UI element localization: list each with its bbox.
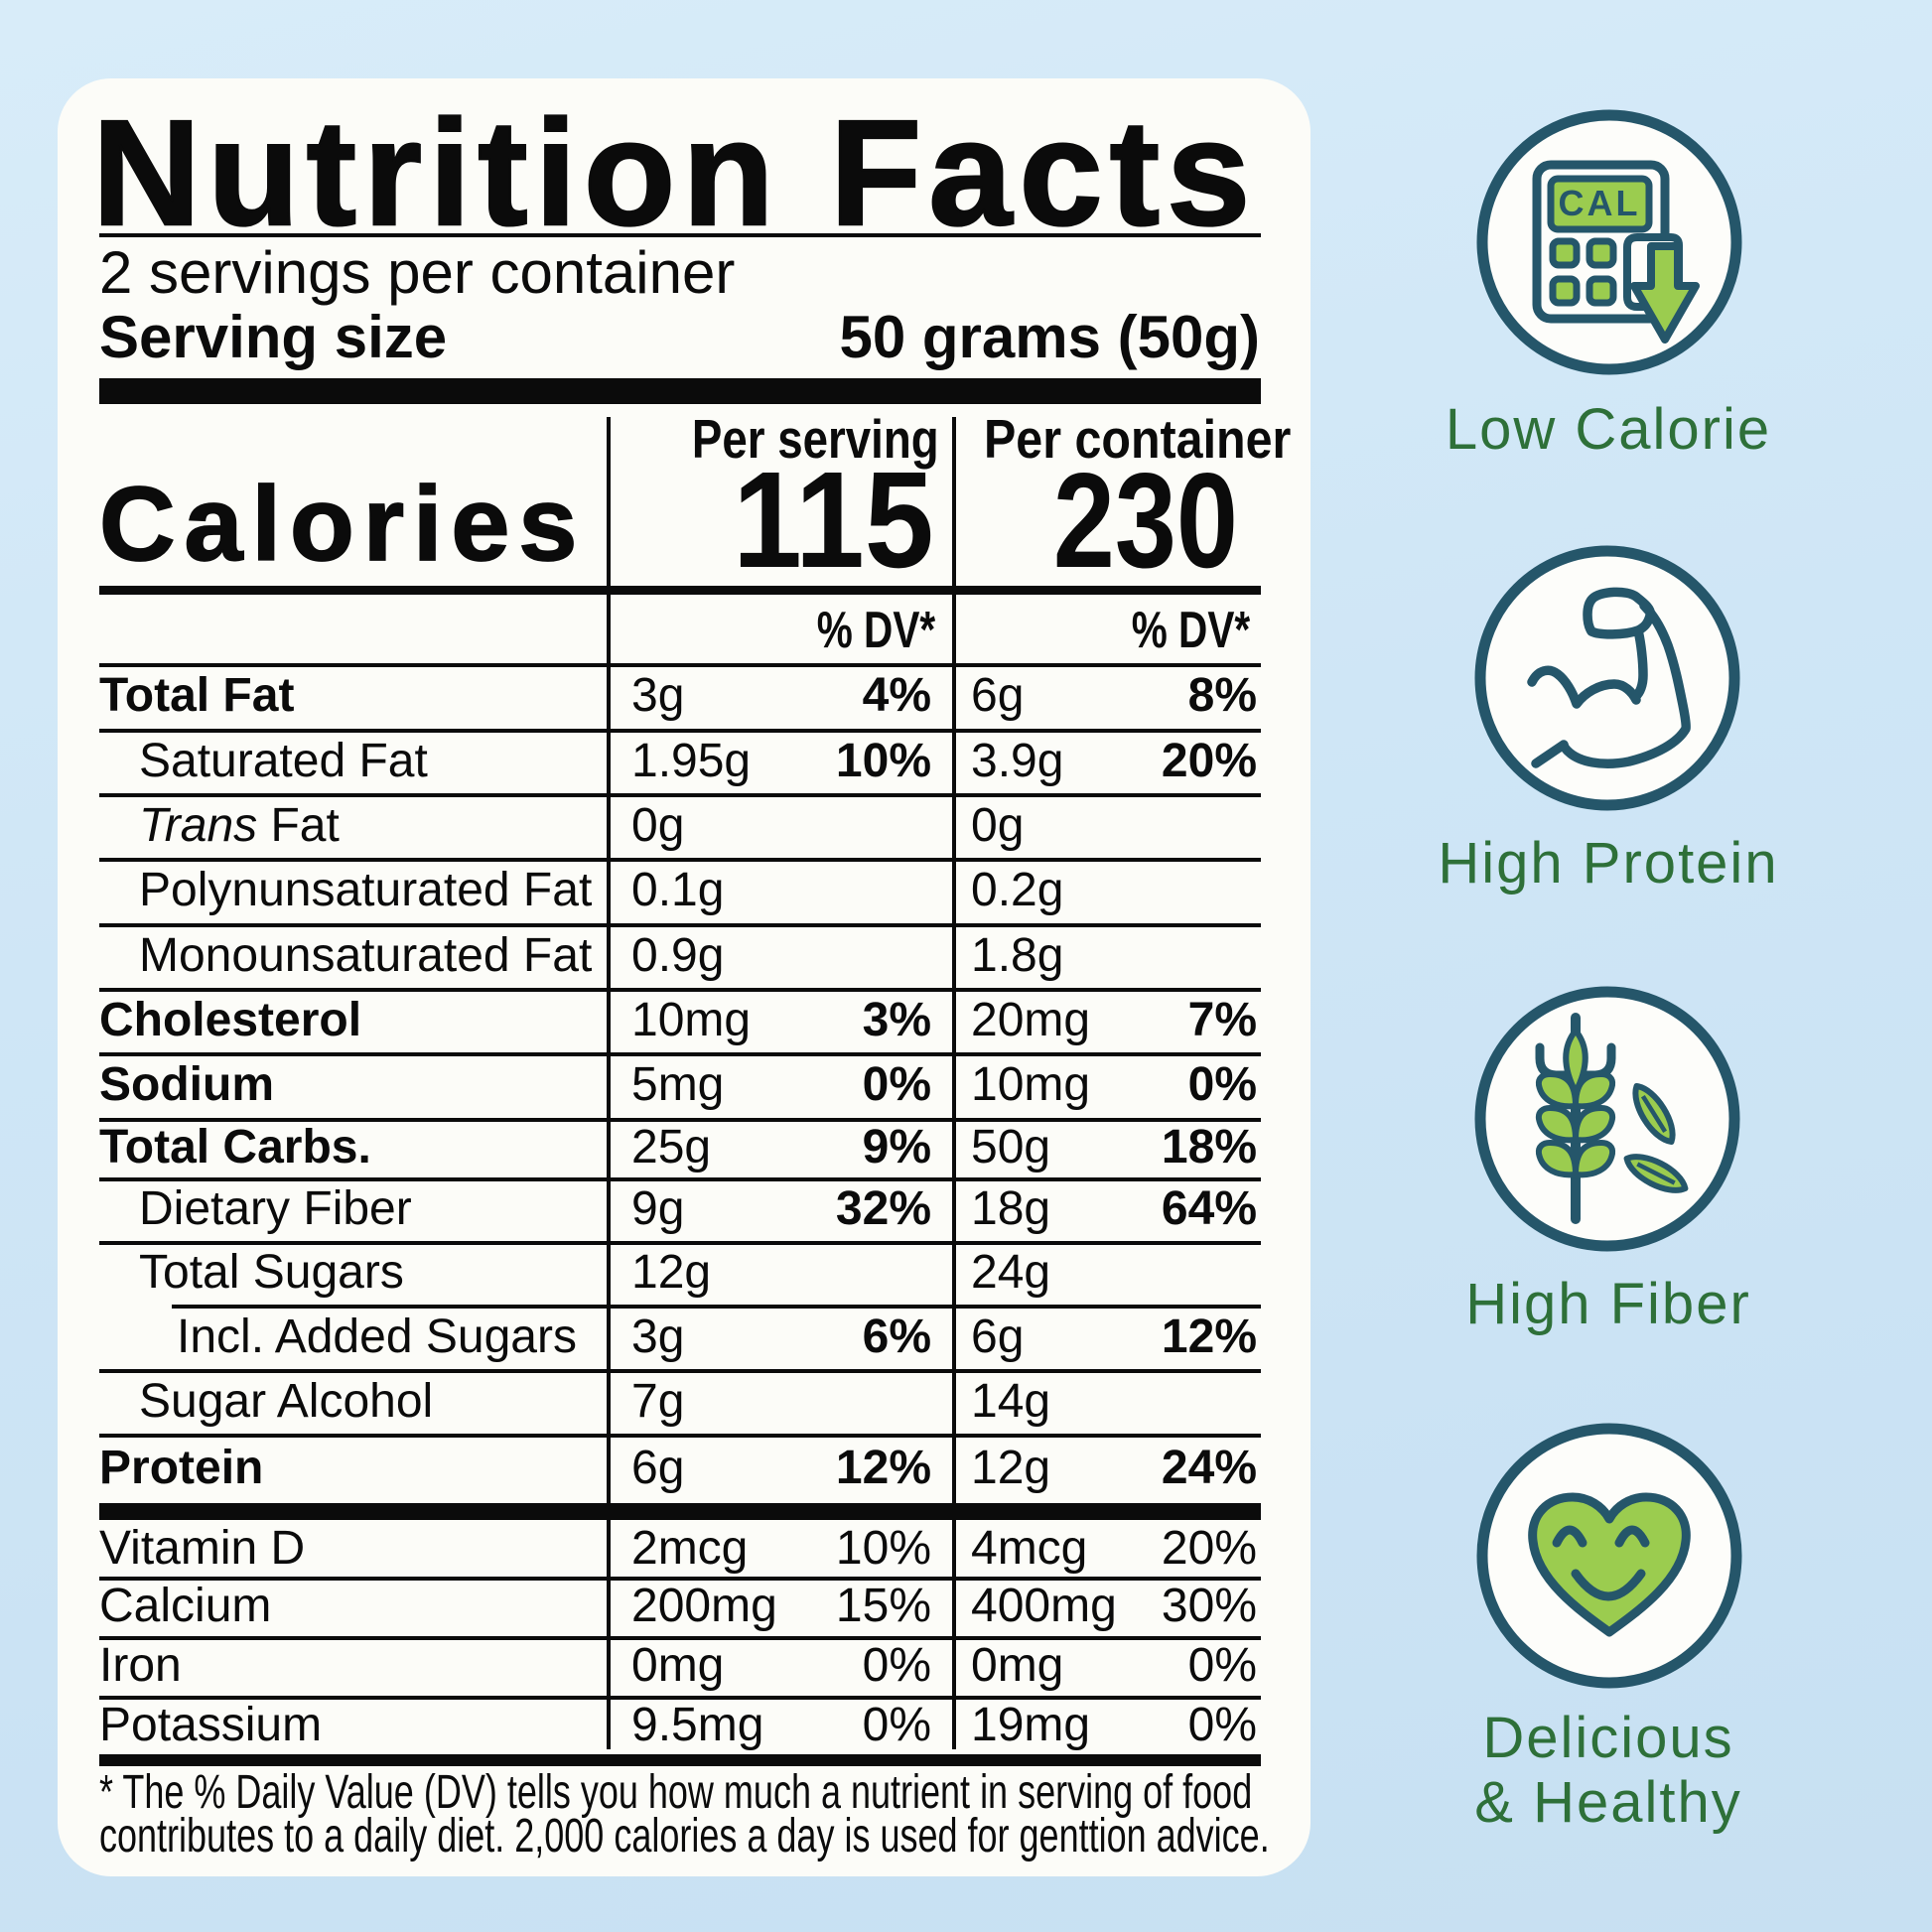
svg-text:CAL: CAL <box>1559 183 1641 223</box>
